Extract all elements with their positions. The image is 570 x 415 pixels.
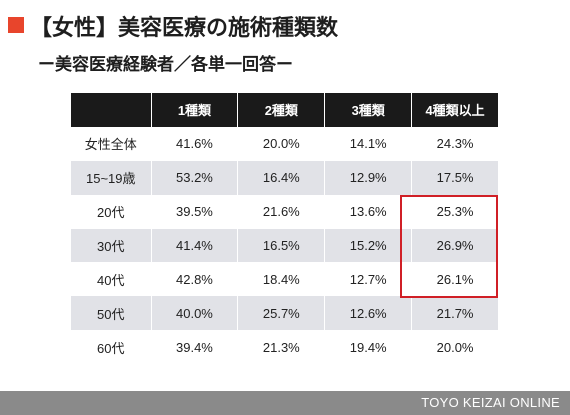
row-label: 女性全体 (71, 126, 152, 161)
table-cell: 26.1% (411, 262, 499, 297)
table-cell: 20.0% (237, 126, 326, 161)
table-cell: 39.4% (151, 330, 239, 364)
column-header (71, 93, 152, 127)
title-accent-square (8, 17, 24, 33)
table-cell: 19.4% (324, 330, 413, 364)
table-row: 20代 39.5% 21.6% 13.6% 25.3% (71, 194, 499, 229)
table-cell: 42.8% (151, 262, 239, 297)
table-cell: 25.3% (411, 194, 499, 229)
table-cell: 21.3% (237, 330, 326, 364)
table-cell: 12.6% (324, 296, 413, 331)
row-label: 40代 (71, 262, 152, 297)
table-cell: 26.9% (411, 228, 499, 263)
table-row: 40代 42.8% 18.4% 12.7% 26.1% (71, 262, 499, 297)
table-cell: 25.7% (237, 296, 326, 331)
table-cell: 13.6% (324, 194, 413, 229)
table-row: 50代 40.0% 25.7% 12.6% 21.7% (71, 296, 499, 331)
table-row: 女性全体 41.6% 20.0% 14.1% 24.3% (71, 126, 499, 161)
table-cell: 24.3% (411, 126, 499, 161)
table-cell: 41.6% (151, 126, 239, 161)
row-label: 30代 (71, 228, 152, 263)
table-cell: 21.6% (237, 194, 326, 229)
column-header: 2種類 (237, 93, 326, 127)
highlight-box (400, 195, 498, 298)
table-cell: 41.4% (151, 228, 239, 263)
page-subtitle: ー美容医療経験者／各単一回答ー (38, 55, 293, 75)
row-label: 20代 (71, 194, 152, 229)
table-cell: 40.0% (151, 296, 239, 331)
table-cell: 16.4% (237, 160, 326, 195)
row-label: 60代 (71, 330, 152, 364)
footer-bar: TOYO KEIZAI ONLINE (0, 391, 570, 415)
table-header-row: 1種類 2種類 3種類 4種類以上 (71, 93, 499, 127)
table-cell: 53.2% (151, 160, 239, 195)
table-cell: 18.4% (237, 262, 326, 297)
row-label: 15~19歳 (71, 160, 152, 195)
table-cell: 16.5% (237, 228, 326, 263)
table-row: 15~19歳 53.2% 16.4% 12.9% 17.5% (71, 160, 499, 195)
table-cell: 15.2% (324, 228, 413, 263)
column-header: 4種類以上 (411, 93, 499, 127)
page-title: 【女性】美容医療の施術種類数 (30, 16, 339, 41)
table-cell: 14.1% (324, 126, 413, 161)
table-cell: 20.0% (411, 330, 499, 364)
table-row: 30代 41.4% 16.5% 15.2% 26.9% (71, 228, 499, 263)
column-header: 1種類 (151, 93, 239, 127)
column-header: 3種類 (324, 93, 413, 127)
table-cell: 12.9% (324, 160, 413, 195)
row-label: 50代 (71, 296, 152, 331)
table-cell: 17.5% (411, 160, 499, 195)
table-cell: 39.5% (151, 194, 239, 229)
footer-brand: TOYO KEIZAI ONLINE (421, 395, 560, 410)
table-cell: 12.7% (324, 262, 413, 297)
table-cell: 21.7% (411, 296, 499, 331)
table-row: 60代 39.4% 21.3% 19.4% 20.0% (71, 330, 499, 364)
data-table: 1種類 2種類 3種類 4種類以上 女性全体 41.6% 20.0% 14.1%… (71, 93, 499, 364)
